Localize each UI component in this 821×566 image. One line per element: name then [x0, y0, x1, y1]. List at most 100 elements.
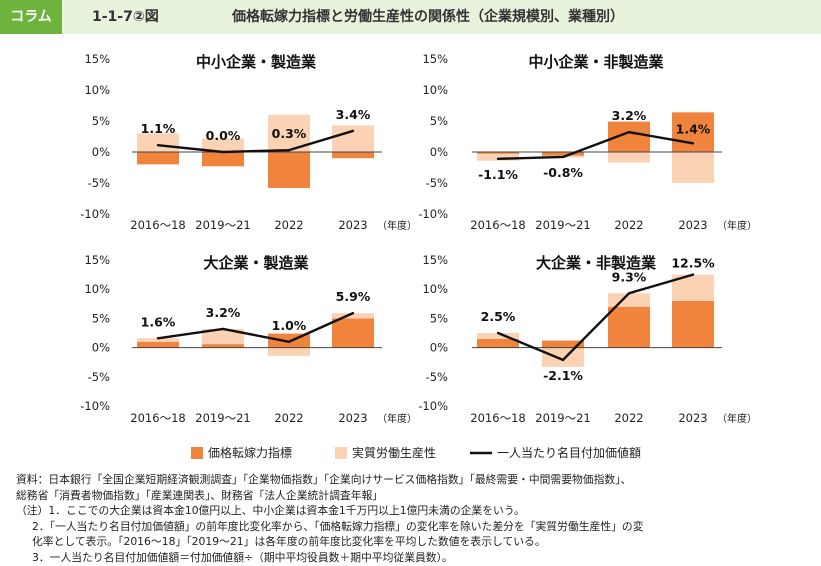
line-point [496, 157, 500, 161]
data-label: 3.2% [612, 108, 647, 123]
notes: 資料：日本銀行「全国企業短期経済観測調査」「企業物価指数」「企業向けサービス価格… [16, 472, 811, 566]
legend-swatch-price [191, 447, 203, 459]
data-label: -2.1% [543, 368, 583, 383]
line-value-added [497, 273, 694, 362]
x-tick-label: 2022 [614, 411, 643, 425]
bar-price [202, 152, 244, 167]
note-line: （注）1．ここでの大企業は資本金10億円以上、中小企業は資本金1千万円以上1億円… [16, 504, 525, 518]
y-tick-label: -5% [88, 176, 110, 190]
bar-productivity [608, 152, 650, 163]
x-unit-label: （年度） [377, 219, 417, 232]
line-point [287, 148, 291, 152]
data-label: 3.4% [336, 107, 371, 122]
line-value-added [157, 129, 354, 154]
x-tick-label: 2022 [274, 218, 303, 232]
y-tick-label: 5% [430, 311, 448, 325]
line-point [156, 337, 160, 340]
bar-price [477, 338, 519, 348]
y-tick-label: -10% [418, 207, 448, 221]
x-tick-label: 2019～21 [195, 218, 250, 232]
bar-productivity [137, 133, 179, 152]
line-point [351, 311, 355, 315]
column-tag: コラム [0, 0, 62, 34]
line-point [627, 292, 631, 295]
x-tick-label: 2016～18 [470, 218, 525, 232]
bar-price [608, 306, 650, 348]
bar-price [137, 341, 179, 348]
x-tick-label: 2023 [338, 411, 367, 425]
x-unit-label: （年度） [717, 219, 757, 232]
note-line: 資料：日本銀行「全国企業短期経済観測調査」「企業物価指数」「企業向けサービス価格… [16, 473, 632, 486]
y-tick-label: 0% [430, 341, 448, 355]
line-value-added [157, 312, 354, 343]
y-tick-label: -10% [80, 399, 110, 413]
y-tick-label: 5% [430, 114, 448, 128]
y-tick-label: 10% [422, 282, 448, 296]
bar-price [268, 152, 310, 188]
bar-price [672, 112, 714, 152]
bar-productivity [608, 293, 650, 307]
bar-price [332, 152, 374, 159]
chart-area: 15% 10% 5% 0% -5% -10% 中小企業・製造業 1.1% 0.0% 0.3% 3.4… [80, 52, 757, 460]
data-label: 2.5% [481, 309, 516, 324]
y-tick-label: -5% [426, 370, 448, 384]
bar-productivity [268, 347, 310, 356]
data-label: 0.0% [206, 128, 241, 143]
bar-price [137, 152, 179, 165]
y-tick-label: 10% [84, 83, 110, 97]
legend-label: 実質労働生産性 [352, 445, 436, 460]
line-point [691, 142, 695, 145]
bar-productivity [332, 313, 374, 319]
line-point [287, 340, 291, 343]
y-tick-label: 0% [92, 341, 110, 355]
bar-price [542, 152, 584, 156]
data-label: 9.3% [612, 269, 647, 284]
y-tick-label: 15% [422, 52, 448, 66]
y-tick-label: 15% [84, 253, 110, 267]
x-tick-label: 2022 [614, 218, 643, 232]
bar-price [202, 344, 244, 348]
data-label: 12.5% [671, 256, 715, 271]
line-value-added [497, 130, 694, 161]
y-tick-label: 0% [430, 145, 448, 159]
note-line: 2．「一人当たり名目付加価値額」の前年度比変化率から、「価格転嫁力指標」の変化率… [32, 519, 644, 533]
y-tick-label: 15% [84, 52, 110, 66]
data-label: 3.2% [206, 305, 241, 320]
y-tick-label: -5% [426, 176, 448, 190]
x-unit-label: （年度） [717, 412, 757, 425]
y-tick-label: 15% [422, 253, 448, 267]
y-tick-label: 0% [92, 145, 110, 159]
panel-title: 大企業・非製造業 [536, 254, 657, 272]
x-tick-label: 2023 [678, 218, 707, 232]
panel-title: 中小企業・製造業 [196, 53, 317, 71]
x-tick-label: 2016～18 [130, 218, 185, 232]
x-tick-label: 2019～21 [195, 411, 250, 425]
bar-price [542, 340, 584, 348]
note-line: 3．一人当たり名目付加価値額＝付加価値額÷（期中平均役員数＋期中平均従業員数）。 [32, 550, 453, 564]
x-tick-label: 2016～18 [130, 411, 185, 425]
line-point [351, 129, 355, 133]
note-line: 総務省「消費者物価指数」「産業連関表」、財務省「法人企業統計調査年報」 [16, 488, 384, 502]
y-tick-label: 5% [92, 311, 110, 325]
x-tick-label: 2016～18 [470, 411, 525, 425]
legend-label: 価格転嫁力指標 [208, 445, 292, 460]
panel-title: 大企業・製造業 [203, 254, 309, 272]
data-label: 1.4% [676, 121, 711, 136]
bar-price [672, 300, 714, 348]
bar-productivity [137, 338, 179, 342]
bar-productivity [542, 347, 584, 367]
bar-productivity [477, 153, 519, 161]
figure-title: 価格転嫁力指標と労働生産性の関係性（企業規模別、業種別） [232, 9, 624, 25]
bar-price [332, 318, 374, 348]
bar-productivity [332, 125, 374, 152]
data-label: 1.1% [141, 121, 176, 136]
x-tick-label: 2022 [274, 411, 303, 425]
bar-productivity [202, 328, 244, 345]
x-tick-label: 2019～21 [535, 411, 590, 425]
data-label: 5.9% [336, 289, 371, 304]
line-point [561, 358, 565, 362]
line-point [156, 143, 160, 147]
column-header: コラム 1-1-7②図 価格転嫁力指標と労働生産性の関係性（企業規模別、業種別） [0, 0, 821, 34]
bar-productivity [672, 152, 714, 183]
figure-number: 1-1-7②図 [92, 9, 159, 25]
